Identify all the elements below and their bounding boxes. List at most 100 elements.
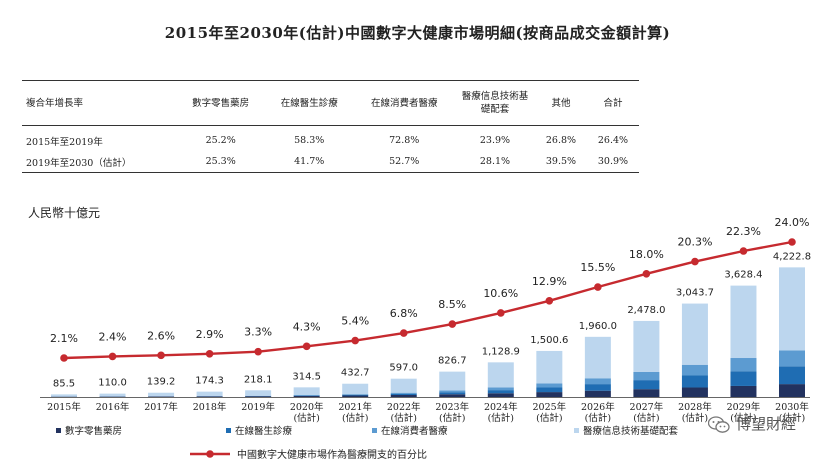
table-header-cell: 數字零售藥房: [192, 97, 250, 109]
line-point: [302, 342, 311, 351]
x-tick-label: 2016年: [96, 401, 130, 413]
line-point-label: 5.4%: [341, 315, 369, 328]
line-point: [399, 329, 408, 337]
table-header-cell: 在線消費者醫療: [370, 97, 438, 109]
table-cell: 72.8%: [389, 135, 420, 146]
bar-segment: [584, 378, 611, 385]
bar-segment: [390, 392, 417, 394]
watermark: 博望財經: [708, 413, 796, 434]
legend-label: 醫療信息技術基礎配套: [583, 425, 679, 437]
unit-label: 人民幣十億元: [28, 206, 101, 220]
bar-segment: [196, 396, 223, 397]
x-tick-label: (估計): [633, 412, 659, 424]
line-point: [691, 257, 699, 266]
table-cell: 41.7%: [294, 156, 325, 167]
x-tick-label: (估計): [779, 412, 805, 424]
line-point-label: 12.9%: [532, 275, 567, 288]
watermark-text: 博望財經: [736, 415, 797, 433]
x-tick-label: (估計): [682, 412, 708, 424]
bar-segment: [245, 390, 272, 396]
legend-swatch: [56, 428, 61, 433]
table-cell: 58.3%: [294, 135, 325, 146]
legend-label: 在線消費者醫療: [381, 425, 448, 437]
table-cell: 26.8%: [545, 135, 577, 146]
legend-swatch: [574, 428, 579, 433]
line-point: [205, 349, 214, 358]
line-point-label: 4.3%: [293, 320, 321, 333]
table-cell: 2015年至2019年: [26, 136, 103, 148]
x-tick-label: (估計): [293, 412, 319, 424]
line-point: [739, 247, 748, 255]
legend-label: 在線醫生診療: [235, 425, 293, 437]
table-cell: 30.9%: [597, 156, 629, 167]
table-cell: 25.2%: [205, 135, 236, 146]
table-cell: 25.3%: [205, 156, 236, 167]
line-point-label: 22.3%: [726, 225, 761, 238]
chart-title: 2015年至2030年(估計)中國數字大健康市場明細(按商品成交金額計算): [164, 24, 671, 42]
bar-total-label: 110.0: [98, 378, 127, 389]
line-point-label: 18.0%: [629, 248, 664, 261]
bar-segment: [681, 375, 708, 388]
bar-segment: [342, 394, 369, 396]
bar-segment: [390, 395, 417, 397]
line-point: [448, 320, 457, 328]
bar-segment: [681, 303, 708, 365]
x-tick-label: 2021年: [338, 401, 372, 413]
table-header-cell: 其他: [551, 97, 571, 109]
bar-total-label: 174.3: [195, 376, 224, 387]
table-cell: 39.5%: [545, 156, 577, 167]
bar-segment: [536, 392, 563, 397]
x-tick-label: (估計): [585, 412, 611, 424]
bar-segment: [633, 389, 660, 397]
line-point-label: 2.1%: [50, 332, 78, 345]
x-tick-label: (估計): [342, 412, 368, 424]
table-header-cell: 複合年增長率: [26, 97, 84, 109]
x-tick-label: (估計): [488, 412, 514, 424]
bar-total-label: 597.0: [389, 363, 418, 374]
bar-segment: [439, 390, 466, 393]
table-row: 2019年至2030（估計） 25.3% 41.7% 52.7% 28.1% 3…: [22, 151, 639, 173]
bar-segment: [51, 394, 77, 397]
line-point-label: 2.4%: [99, 330, 127, 343]
table-cell: 52.7%: [389, 156, 420, 167]
bar-total-label: 3,628.4: [724, 270, 762, 281]
bar-segment: [196, 391, 223, 397]
table-cell: 2019年至2030（估計）: [26, 157, 132, 169]
legend-line-marker: [206, 450, 214, 458]
table-cell: 26.4%: [597, 135, 629, 146]
bar-segment: [390, 378, 417, 393]
line-point-label: 15.5%: [580, 261, 615, 274]
legend-swatch: [372, 428, 377, 433]
bar-segment: [584, 390, 611, 397]
line-point: [642, 269, 651, 278]
x-tick-label: 2024年: [484, 401, 518, 413]
line-point: [108, 352, 117, 361]
bar-segment: [681, 387, 708, 397]
line-point-label: 24.0%: [775, 216, 810, 229]
bar-segment: [390, 393, 417, 396]
x-tick-label: 2020年: [290, 401, 324, 413]
line-point: [254, 347, 262, 356]
x-tick-label: 2019年: [241, 401, 275, 413]
x-tick-label: (估計): [730, 412, 756, 424]
bar-segment: [342, 395, 369, 397]
x-tick-label: 2015年: [47, 401, 81, 413]
bar-total-label: 85.5: [53, 378, 75, 389]
bar-total-label: 314.5: [292, 371, 321, 382]
x-tick-label: (估計): [536, 412, 562, 424]
bar-segment: [245, 396, 272, 397]
line-point: [497, 309, 505, 317]
bar-segment: [487, 393, 514, 397]
line-point: [545, 296, 554, 305]
x-tick-label: 2025年: [532, 401, 566, 413]
legend-swatch: [226, 428, 231, 433]
legend-label: 數字零售藥房: [65, 425, 122, 437]
bar-total-label: 2,478.0: [627, 305, 665, 316]
bar-segment: [779, 366, 805, 385]
legend-label: 中國數字大健康市場作為醫療開支的百分比: [237, 448, 427, 461]
x-tick-label: 2026年: [581, 401, 615, 413]
line-point-label: 6.8%: [390, 307, 418, 320]
line-point-label: 2.6%: [147, 329, 175, 342]
bar-total-label: 432.7: [341, 368, 370, 379]
bar-segment: [342, 394, 369, 395]
